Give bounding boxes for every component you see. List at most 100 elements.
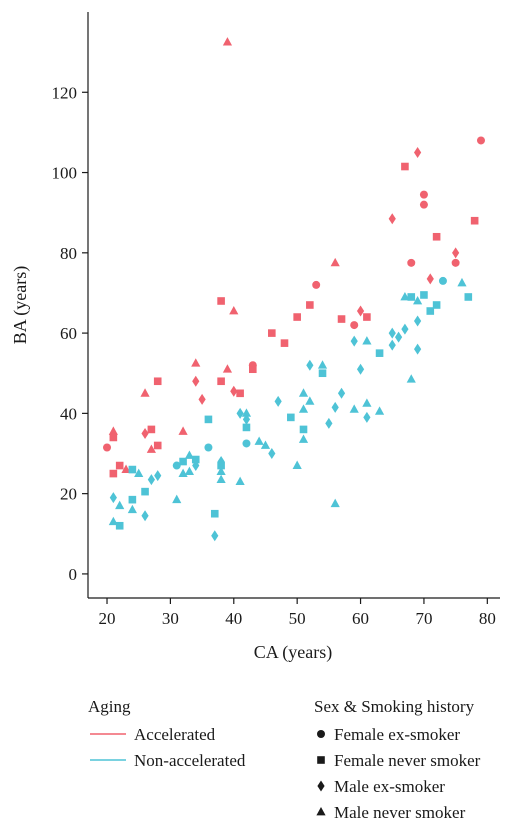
- data-point: [362, 398, 372, 407]
- data-point: [217, 377, 225, 386]
- data-point: [115, 461, 124, 470]
- data-point: [317, 360, 328, 369]
- series-non-accelerated: [108, 276, 473, 542]
- data-point: [109, 433, 118, 442]
- data-point: [242, 413, 251, 425]
- data-point: [191, 358, 201, 367]
- legend-non-accelerated-label: Non-accelerated: [134, 751, 246, 770]
- data-point: [109, 469, 118, 478]
- data-point: [330, 257, 340, 267]
- data-point: [457, 277, 467, 287]
- data-point: [306, 301, 314, 309]
- data-point: [375, 349, 384, 357]
- data-point: [235, 476, 245, 486]
- legend-circle-icon: [317, 730, 325, 738]
- data-point: [154, 470, 162, 482]
- data-point: [222, 364, 233, 373]
- data-point: [128, 465, 137, 474]
- data-point: [331, 401, 339, 413]
- data-point: [394, 331, 403, 343]
- data-point: [210, 509, 219, 518]
- data-point: [318, 369, 327, 378]
- data-point: [115, 500, 125, 510]
- data-point: [432, 232, 441, 241]
- data-point: [337, 387, 346, 399]
- legend-triangle-icon: [316, 807, 326, 816]
- data-point: [216, 474, 226, 483]
- data-point: [249, 365, 257, 374]
- y-ticks: 0 20 40 60 80 100 120: [52, 83, 88, 584]
- x-tick-label: 20: [99, 609, 116, 628]
- data-point: [306, 359, 314, 371]
- data-point: [127, 504, 137, 514]
- data-point: [388, 339, 396, 351]
- data-point: [280, 339, 289, 347]
- data-point: [184, 450, 195, 459]
- data-point: [432, 301, 441, 309]
- data-point: [254, 436, 264, 445]
- legend-shape-label: Female never smoker: [334, 751, 481, 770]
- series-accelerated: [103, 37, 485, 478]
- data-point: [476, 136, 485, 145]
- x-tick-label: 60: [352, 609, 369, 628]
- data-point: [115, 521, 124, 530]
- data-point: [413, 295, 423, 305]
- data-point: [337, 315, 346, 323]
- data-point: [191, 455, 200, 464]
- legend-aging: Aging Accelerated Non-accelerated: [88, 697, 246, 770]
- data-point: [362, 336, 372, 345]
- data-point: [407, 258, 416, 267]
- data-point: [298, 434, 309, 443]
- data-point: [401, 323, 409, 335]
- data-point: [241, 408, 252, 417]
- data-point: [438, 276, 447, 285]
- data-point: [464, 293, 473, 301]
- legend-shape-label: Male never smoker: [334, 803, 466, 822]
- data-point: [312, 280, 321, 289]
- x-tick-label: 30: [162, 609, 179, 628]
- data-point: [134, 468, 144, 477]
- y-tick-label: 120: [52, 83, 78, 102]
- data-point: [242, 423, 251, 432]
- data-point: [153, 441, 162, 450]
- data-point: [268, 448, 276, 460]
- data-point: [260, 440, 271, 449]
- data-point: [178, 426, 188, 435]
- x-axis-title: CA (years): [254, 642, 332, 663]
- data-point: [211, 530, 219, 542]
- data-point: [349, 404, 359, 413]
- data-point: [141, 427, 149, 439]
- data-point: [146, 444, 156, 453]
- data-point: [121, 464, 131, 473]
- data-point: [147, 474, 155, 486]
- data-point: [419, 200, 428, 209]
- data-point: [236, 407, 244, 419]
- data-point: [414, 343, 422, 355]
- data-point: [426, 273, 434, 285]
- axes: 0 20 40 60 80 100 120 20 30 40 50 60 70 80 CA (years…: [10, 12, 500, 663]
- data-point: [230, 385, 238, 397]
- data-point: [222, 37, 233, 46]
- data-point: [103, 443, 112, 452]
- data-point: [470, 216, 479, 225]
- data-point: [147, 425, 156, 434]
- data-point: [141, 510, 149, 522]
- data-point: [420, 291, 428, 299]
- data-points: [103, 37, 485, 542]
- legend-sex-smoking-title: Sex & Smoking history: [314, 697, 475, 716]
- data-point: [419, 190, 428, 199]
- data-point: [172, 461, 181, 470]
- data-point: [350, 335, 358, 347]
- data-point: [451, 258, 460, 267]
- data-point: [179, 457, 187, 466]
- data-point: [108, 426, 118, 435]
- x-tick-label: 80: [479, 609, 496, 628]
- data-point: [330, 498, 340, 508]
- data-point: [363, 313, 371, 321]
- legend-square-icon: [317, 756, 325, 764]
- legend-aging-title: Aging: [88, 697, 131, 716]
- data-point: [216, 466, 226, 475]
- data-point: [229, 306, 239, 315]
- data-point: [325, 417, 333, 429]
